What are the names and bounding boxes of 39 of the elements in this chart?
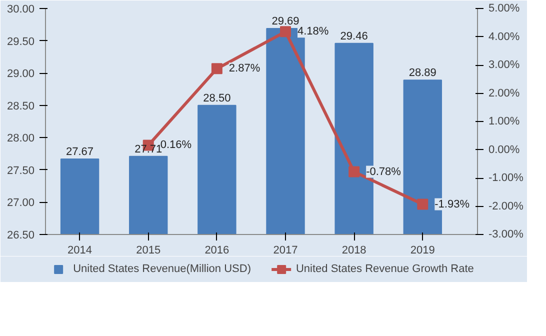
- point: [417, 198, 428, 210]
- legend-label: United States Revenue(Million USD): [73, 263, 251, 275]
- data-label: -0.78%: [366, 166, 402, 178]
- y2-tick-label: 2.00%: [488, 87, 520, 100]
- point: [348, 166, 360, 178]
- y-tick-label: 26.50: [6, 230, 35, 242]
- y2-tick-label: -1.00%: [488, 172, 524, 184]
- data-label: 0.16%: [160, 139, 192, 152]
- y2-tick-label: 1.00%: [488, 116, 520, 128]
- data-label: 4.18%: [298, 26, 329, 38]
- y2-tick-label: 0.00%: [488, 144, 520, 156]
- point: [280, 26, 291, 38]
- y2-tick-label: -2.00%: [488, 200, 524, 212]
- y2-tick-label: -3.00%: [488, 228, 524, 240]
- data-label: 29.46: [340, 30, 368, 42]
- y2-tick-label: 3.00%: [488, 59, 520, 71]
- y2-tick-label: 5.00%: [488, 2, 520, 14]
- x-tick-label: 2016: [204, 244, 230, 256]
- x-tick-label: 2014: [68, 244, 92, 256]
- data-label: 29.69: [272, 16, 300, 28]
- legend-label: United States Revenue Growth Rate: [296, 263, 474, 275]
- data-label: 2.87%: [228, 62, 260, 75]
- y-tick-label: 28.00: [6, 132, 35, 145]
- data-label: 27.67: [66, 146, 94, 158]
- y-tick-label: 29.50: [6, 36, 35, 48]
- x-tick-label: 2017: [273, 244, 298, 256]
- x-tick-label: 2019: [410, 244, 435, 256]
- point: [211, 63, 222, 74]
- x-tick-label: 2018: [342, 244, 366, 256]
- data-label: 28.50: [203, 92, 231, 104]
- y2-tick-label: 4.00%: [488, 30, 520, 43]
- y-tick-label: 29.00: [6, 68, 35, 80]
- y-tick-label: 30.00: [6, 4, 35, 16]
- y-tick-label: 27.00: [6, 197, 35, 210]
- x-tick-label: 2015: [136, 244, 161, 256]
- y-tick-label: 27.50: [6, 164, 35, 177]
- data-label: -1.93%: [434, 198, 470, 210]
- y-tick-label: 28.50: [6, 100, 35, 112]
- data-label: 28.89: [408, 67, 436, 80]
